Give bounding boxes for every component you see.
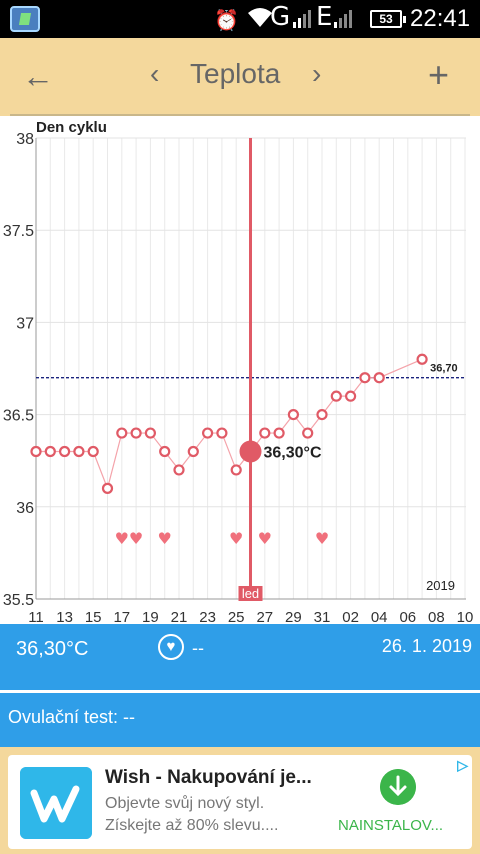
- status-bar: ⏰ G E 53 22:41: [0, 0, 480, 38]
- x-tick-label: 29: [285, 609, 302, 624]
- data-point: [345, 390, 357, 402]
- chevron-left-icon[interactable]: ‹: [150, 58, 160, 89]
- y-tick-label: 36: [16, 500, 34, 517]
- x-tick-label: 25: [228, 609, 245, 624]
- data-point: [416, 353, 428, 365]
- data-point: [101, 482, 114, 494]
- x-tick-label: 21: [171, 609, 188, 624]
- y-tick-label: 36.5: [3, 408, 34, 425]
- intercourse-value: --: [192, 638, 204, 658]
- selected-data-point: [239, 440, 262, 463]
- x-tick-label: 02: [342, 609, 359, 624]
- y-tick-label: 38: [16, 131, 34, 148]
- chart-marks: 36,30°C36,70♥ ♥ ♥ ♥ ♥ ♥led: [30, 138, 458, 601]
- data-point: [259, 427, 271, 439]
- month-marker-box: [238, 586, 263, 601]
- data-point: [273, 427, 285, 439]
- toolbar-divider: [10, 114, 470, 116]
- year-label: 2019: [426, 578, 455, 593]
- adchoices-icon[interactable]: ▷: [457, 757, 468, 773]
- data-point: [187, 445, 199, 458]
- x-tick-label: 06: [399, 609, 416, 624]
- install-button[interactable]: NAINSTALOV...: [338, 817, 444, 834]
- ad-description: Objevte svůj nový styl.: [105, 795, 265, 812]
- x-tick-label: 11: [28, 609, 44, 624]
- data-point: [359, 372, 371, 384]
- data-point: [173, 464, 185, 476]
- x-tick-label: 27: [256, 609, 273, 624]
- y-axis-label: Den cyklu: [36, 119, 107, 136]
- data-point: [58, 445, 71, 458]
- wifi-icon: [248, 8, 272, 27]
- app-notification-icon: [10, 6, 40, 32]
- month-marker-label: led: [242, 586, 259, 601]
- y-tick-label: 37: [16, 315, 34, 332]
- download-icon[interactable]: [380, 769, 416, 805]
- heart-marker: ♥: [315, 529, 329, 548]
- heart-marker: ♥: [229, 529, 243, 548]
- day-info-bar: 36,30°C ♥ -- 26. 1. 2019: [0, 624, 480, 690]
- data-point: [216, 427, 228, 439]
- page-title: Teplota: [190, 58, 281, 89]
- data-point: [30, 445, 42, 458]
- x-tick-label: 15: [85, 609, 102, 624]
- ad-banner[interactable]: Wish - Nakupování je... Objevte svůj nov…: [8, 755, 472, 849]
- data-point: [144, 427, 156, 439]
- selected-date: 26. 1. 2019: [381, 636, 472, 656]
- ad-description-2: Získejte až 80% slevu....: [105, 817, 279, 834]
- heart-marker: ♥: [115, 529, 129, 548]
- toolbar: ← ‹ Teplota › +: [0, 38, 480, 116]
- data-point: [316, 409, 328, 421]
- data-point: [202, 427, 214, 439]
- data-point: [73, 445, 85, 458]
- ad-area: Wish - Nakupování je... Objevte svůj nov…: [0, 747, 480, 854]
- data-point: [287, 409, 299, 421]
- ovulation-test-label: Ovulační test: --: [8, 707, 136, 727]
- data-point: [302, 427, 314, 439]
- heart-marker: ♥: [158, 529, 172, 548]
- x-tick-label: 23: [199, 609, 216, 624]
- data-point: [87, 445, 99, 458]
- data-point: [330, 390, 342, 402]
- network-type-label: G: [270, 2, 291, 32]
- x-tick-label: 04: [371, 609, 388, 624]
- x-tick-label: 19: [142, 609, 159, 624]
- cover-line-value-label: 36,70: [430, 362, 458, 374]
- back-arrow-icon[interactable]: ←: [22, 58, 54, 94]
- add-icon[interactable]: +: [428, 54, 450, 95]
- x-tick-label: 13: [56, 609, 73, 624]
- data-point: [130, 427, 142, 439]
- heart-marker: ♥: [258, 529, 272, 548]
- status-time: 22:41: [410, 5, 471, 32]
- network-type-label-2: E: [316, 2, 333, 32]
- battery-icon: 53: [370, 10, 406, 28]
- data-point: [373, 372, 385, 384]
- selected-value-label: 36,30°C: [264, 444, 322, 461]
- signal-icon-2: [334, 10, 352, 28]
- x-tick-label: 08: [428, 609, 445, 624]
- x-tick-label: 10: [457, 609, 474, 624]
- y-tick-label: 37.5: [3, 223, 34, 240]
- alarm-icon: ⏰: [214, 8, 239, 32]
- signal-icon: [293, 10, 311, 28]
- data-point: [159, 445, 171, 458]
- ad-title: Wish - Nakupování je...: [105, 767, 312, 788]
- data-point: [230, 464, 242, 476]
- heart-icon[interactable]: ♥: [158, 634, 184, 660]
- chevron-right-icon[interactable]: ›: [312, 58, 322, 89]
- selected-temperature: 36,30°C: [16, 638, 89, 660]
- ovulation-test-bar[interactable]: Ovulační test: --: [0, 693, 480, 747]
- y-tick-label: 35.5: [3, 592, 34, 609]
- x-tick-label: 17: [113, 609, 130, 624]
- wish-logo-icon: [20, 767, 92, 839]
- data-point: [116, 427, 128, 439]
- data-point: [44, 445, 56, 458]
- heart-marker: ♥: [129, 529, 143, 548]
- x-tick-label: 31: [314, 609, 331, 624]
